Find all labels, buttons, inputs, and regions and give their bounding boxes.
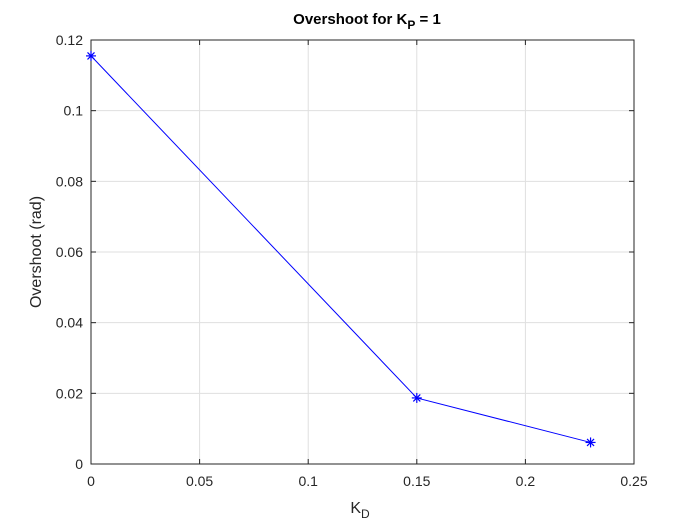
x-tick-label: 0.1: [298, 473, 318, 489]
y-tick-label: 0.1: [64, 103, 84, 119]
ticks-layer: 0 0.05 0.1 0.15 0.2 0.25 0 0.02 0.04 0.06 0.08 0.1 0…: [56, 32, 648, 489]
x-tick-label: 0: [87, 473, 95, 489]
x-tick-label: 0.15: [403, 473, 430, 489]
y-tick-label: 0: [75, 456, 83, 472]
y-tick-label: 0.12: [56, 32, 83, 48]
y-axis-label: Overshoot (rad): [28, 196, 45, 308]
series-layer: [86, 50, 596, 448]
x-tick-label: 0.25: [620, 473, 647, 489]
chart-title-prefix: Overshoot for K: [293, 11, 407, 28]
x-tick-label: 0.2: [516, 473, 536, 489]
chart-title: Overshoot for KP = 1: [293, 11, 441, 32]
y-tick-label: 0.02: [56, 385, 83, 401]
x-axis-label-subscript: D: [361, 507, 370, 521]
x-axis-label-main: K: [350, 500, 361, 517]
x-tick-label: 0.05: [186, 473, 213, 489]
chart-title-subscript: P: [407, 18, 415, 32]
x-axis-label: KD: [350, 500, 370, 521]
y-tick-label: 0.08: [56, 173, 83, 189]
chart-title-suffix: = 1: [415, 11, 440, 28]
data-point-marker: [411, 392, 422, 403]
data-point-marker: [86, 50, 96, 61]
y-tick-label: 0.06: [56, 244, 83, 260]
grid-layer: [91, 40, 634, 464]
y-tick-label: 0.04: [56, 315, 83, 331]
data-point-marker: [585, 437, 596, 448]
